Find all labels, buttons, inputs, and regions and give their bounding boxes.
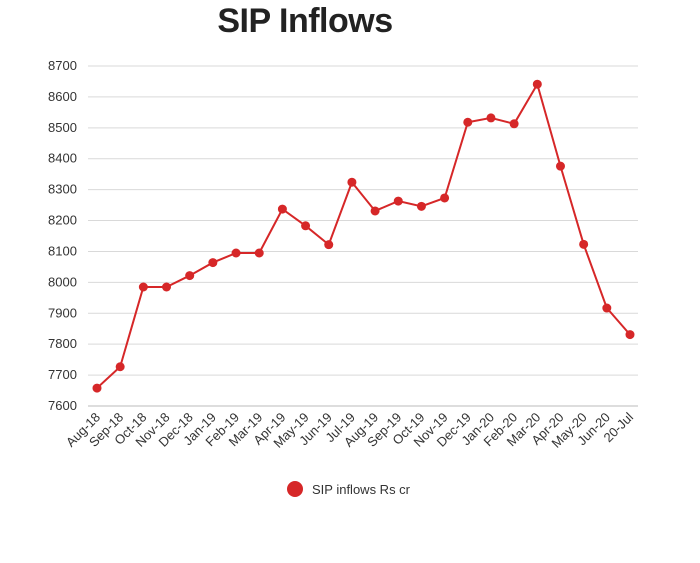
data-point xyxy=(162,282,172,292)
data-point xyxy=(324,240,334,250)
legend-marker xyxy=(287,481,303,497)
y-tick-label: 7900 xyxy=(48,305,77,320)
y-tick-label: 8000 xyxy=(48,274,77,289)
y-tick-label: 8100 xyxy=(48,243,77,258)
y-tick-label: 8200 xyxy=(48,213,77,228)
y-tick-label: 8600 xyxy=(48,89,77,104)
data-point xyxy=(486,113,496,123)
data-point xyxy=(579,239,589,249)
data-point xyxy=(231,248,241,258)
data-point xyxy=(602,303,612,313)
data-point xyxy=(208,258,218,268)
data-point xyxy=(463,117,473,127)
data-point xyxy=(532,79,542,89)
data-point xyxy=(509,119,519,129)
data-point xyxy=(393,196,403,206)
series-sip-inflows xyxy=(92,79,635,393)
legend: SIP inflows Rs cr xyxy=(287,481,411,497)
legend-label: SIP inflows Rs cr xyxy=(312,482,411,497)
y-tick-label: 8400 xyxy=(48,151,77,166)
data-point xyxy=(416,201,426,211)
data-point xyxy=(138,282,148,292)
chart-title: SIP Inflows xyxy=(217,2,393,40)
y-axis-ticks: 7600 7700 7800 7900 8000 8100 8200 8300 8400 8500… xyxy=(48,58,77,413)
y-tick-label: 7800 xyxy=(48,336,77,351)
y-tick-label: 7700 xyxy=(48,367,77,382)
data-point xyxy=(254,248,264,258)
data-point xyxy=(347,177,357,187)
data-point xyxy=(370,206,380,216)
data-point xyxy=(440,193,450,203)
series-line xyxy=(96,81,631,389)
y-tick-label: 8500 xyxy=(48,120,77,135)
data-point xyxy=(277,204,287,214)
y-tick-label: 8300 xyxy=(48,182,77,197)
gridlines xyxy=(88,65,638,376)
data-point xyxy=(185,271,195,281)
y-tick-label: 8700 xyxy=(48,58,77,73)
data-point xyxy=(625,330,635,340)
data-point xyxy=(115,362,125,372)
x-axis-ticks: Aug-18Sep-18Oct-18Nov-18Dec-18Jan-19Feb-… xyxy=(63,409,636,450)
data-point xyxy=(555,161,565,171)
data-point xyxy=(301,221,311,231)
y-tick-label: 7600 xyxy=(48,398,77,413)
data-point xyxy=(92,383,102,393)
